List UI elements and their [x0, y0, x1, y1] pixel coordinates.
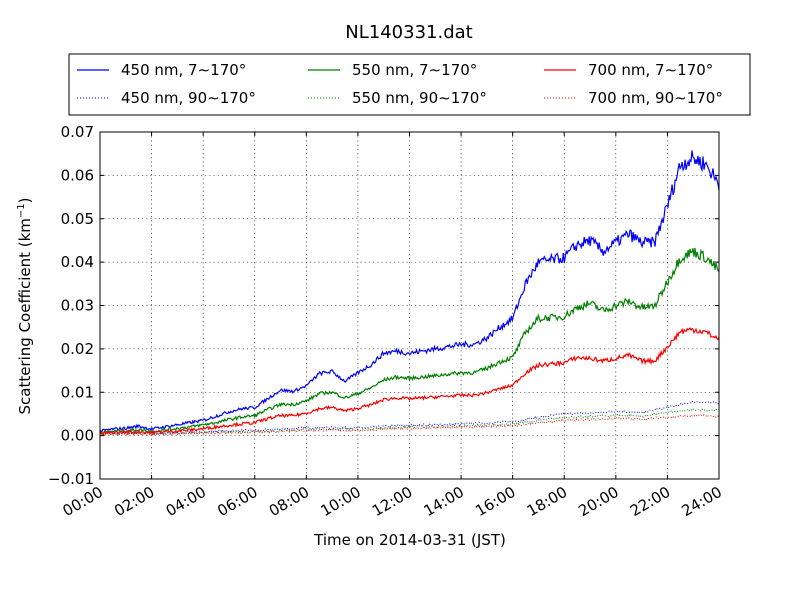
- y-tick-label: 0.00: [61, 427, 94, 445]
- plot-background: [100, 132, 719, 479]
- y-tick-label: 0.06: [61, 166, 94, 184]
- y-axis-label-suffix: ): [16, 197, 34, 203]
- legend-label: 700 nm, 90∼170°: [588, 89, 723, 107]
- series-line: [100, 247, 719, 435]
- legend-label: 550 nm, 7∼170°: [352, 61, 477, 79]
- x-axis-label: Time on 2014-03-31 (JST): [313, 531, 506, 549]
- series-line: [100, 413, 719, 437]
- y-tick-label: 0.03: [61, 297, 94, 315]
- y-tick-label: −0.01: [48, 470, 94, 488]
- y-axis-label-exponent: −1: [16, 203, 27, 218]
- y-tick-label: 0.01: [61, 383, 94, 401]
- y-tick-label: 0.07: [61, 123, 94, 141]
- y-axis-label: Scattering Coefficient (km−1): [16, 197, 34, 414]
- legend-label: 550 nm, 90∼170°: [352, 89, 487, 107]
- y-axis-label-main: Scattering Coefficient (km: [16, 218, 34, 414]
- series-line: [100, 327, 719, 436]
- plot-frame: [99, 131, 720, 480]
- y-tick-labels: −0.01 0.00 0.01 0.02 0.03 0.04 0.05 0.06 0.07: [48, 123, 94, 488]
- legend-label: 700 nm, 7∼170°: [588, 61, 713, 79]
- y-tick-label: 0.02: [61, 340, 94, 358]
- series-layer: [100, 150, 719, 437]
- plot-area: [99, 131, 720, 480]
- series-line: [100, 150, 719, 433]
- y-tick-label: 0.04: [61, 253, 94, 271]
- legend-frame: [68, 53, 751, 116]
- y-tick-label: 0.05: [61, 210, 94, 228]
- series-line: [100, 400, 719, 436]
- legend-label: 450 nm, 90∼170°: [121, 89, 256, 107]
- chart-title: NL140331.dat: [345, 22, 472, 43]
- legend-label: 450 nm, 7∼170°: [121, 61, 246, 79]
- chart-legend: 450 nm, 7∼170° 550 nm, 7∼170° 700 nm, 7∼17…: [68, 53, 751, 116]
